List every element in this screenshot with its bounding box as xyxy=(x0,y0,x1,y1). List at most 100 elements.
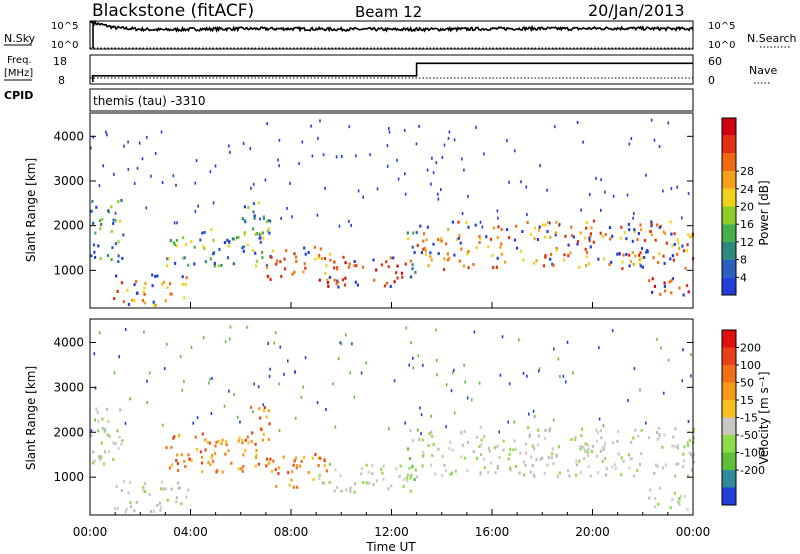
vel-echo-cell xyxy=(200,461,204,465)
power-echo-cell xyxy=(585,226,588,230)
power-echo-cell xyxy=(458,259,461,263)
vel-echo-cell xyxy=(148,493,151,496)
vel-echo-cell xyxy=(349,486,352,490)
vel-echo-cell xyxy=(509,466,512,470)
vel-echo-cell xyxy=(158,501,162,505)
vel-echo-cell xyxy=(487,446,491,450)
vel-echo-cell xyxy=(292,485,295,489)
vel-scatter-cell xyxy=(294,370,296,374)
vel-scatter-cell xyxy=(98,331,101,335)
colorbar-tick-label: -15 xyxy=(740,412,758,425)
vel-echo-cell xyxy=(586,443,589,447)
vel-echo-cell xyxy=(475,435,478,439)
power-echo-cell xyxy=(323,257,327,260)
y-tick-label: 2000 xyxy=(53,425,84,439)
power-echo-cell xyxy=(651,290,654,294)
vel-scatter-cell xyxy=(419,406,421,410)
power-echo-cell xyxy=(232,262,235,266)
power-echo-cell xyxy=(670,232,673,236)
vel-echo-cell xyxy=(175,500,178,504)
vel-echo-cell xyxy=(207,460,210,464)
power-echo-cell xyxy=(506,228,509,232)
vel-echo-cell xyxy=(149,510,153,513)
vel-echo-cell xyxy=(543,436,547,440)
vel-echo-cell xyxy=(604,441,607,445)
cpid-panel xyxy=(89,88,694,112)
power-echo-cell xyxy=(184,283,187,286)
power-colorbar: 4 8 12 16 20 24 28 xyxy=(721,117,754,296)
power-scatter-cell xyxy=(317,136,319,140)
vel-echo-cell xyxy=(101,417,104,421)
power-scatter-cell xyxy=(386,164,389,168)
power-echo-cell xyxy=(411,267,414,271)
vel-echo-cell xyxy=(678,497,681,500)
power-echo-cell xyxy=(641,247,644,250)
power-scatter-cell xyxy=(600,178,602,182)
y-tick-label: 4000 xyxy=(53,335,84,349)
power-echo-cell xyxy=(521,230,524,233)
vel-echo-cell xyxy=(242,453,245,457)
vel-echo-cell xyxy=(581,445,584,449)
vel-echo-cell xyxy=(104,450,107,454)
power-echo-cell xyxy=(183,296,186,300)
vel-scatter-cell xyxy=(660,346,662,350)
vel-scatter-cell xyxy=(464,380,466,384)
power-scatter-cell xyxy=(145,206,148,210)
vel-echo-cell xyxy=(689,439,692,442)
power-echo-cell xyxy=(326,281,330,285)
vel-echo-cell xyxy=(543,472,546,475)
power-echo-cell xyxy=(293,252,296,256)
vel-scatter-cell xyxy=(552,418,555,422)
power-echo-cell xyxy=(686,284,689,288)
power-scatter-cell xyxy=(437,192,439,196)
vel-echo-cell xyxy=(664,463,667,467)
vel-echo-cell xyxy=(323,481,326,485)
vel-echo-cell xyxy=(496,444,499,448)
power-echo-cell xyxy=(602,257,605,261)
power-echo-cell xyxy=(333,260,336,264)
vel-echo-cell xyxy=(692,452,695,456)
vel-scatter-cell xyxy=(229,325,232,329)
power-scatter-cell xyxy=(229,150,231,154)
power-scatter-cell xyxy=(475,125,477,129)
power-echo-cell xyxy=(447,227,450,231)
vel-scatter-cell xyxy=(129,397,131,401)
power-echo-cell xyxy=(670,291,673,295)
power-echo-cell xyxy=(671,277,675,281)
vel-echo-cell xyxy=(539,457,542,461)
vel-echo-cell xyxy=(460,430,463,434)
vel-scatter-cell xyxy=(566,340,569,344)
power-echo-cell xyxy=(632,262,635,266)
power-echo-cell xyxy=(669,220,672,224)
power-echo-cell xyxy=(266,274,269,278)
vel-echo-cell xyxy=(483,435,486,439)
power-scatter-cell xyxy=(687,191,690,195)
vel-echo-cell xyxy=(172,436,175,440)
vel-echo-cell xyxy=(411,439,414,443)
power-echo-cell xyxy=(584,236,587,240)
vel-echo-cell xyxy=(258,407,261,411)
power-scatter-cell xyxy=(357,189,360,193)
power-echo-cell xyxy=(209,257,212,261)
power-scatter-cell xyxy=(127,167,130,171)
power-echo-cell xyxy=(629,260,633,264)
power-echo-cell xyxy=(652,256,655,260)
power-echo-cell xyxy=(353,264,356,268)
vel-echo-cell xyxy=(601,446,604,450)
vel-echo-cell xyxy=(208,441,211,445)
vel-echo-cell xyxy=(657,426,661,430)
vel-echo-cell xyxy=(254,464,257,468)
vel-echo-cell xyxy=(390,484,393,488)
vel-echo-cell xyxy=(421,464,424,468)
power-echo-cell xyxy=(569,251,572,255)
vel-scatter-cell xyxy=(420,413,423,417)
vel-scatter-cell xyxy=(278,382,280,386)
power-scatter-cell xyxy=(141,157,144,161)
vel-scatter-cell xyxy=(287,359,289,363)
vel-echo-cell xyxy=(294,456,297,460)
vel-echo-cell xyxy=(213,452,217,456)
vel-echo-cell xyxy=(596,431,599,435)
power-scatter-cell xyxy=(404,172,406,176)
power-scatter-cell xyxy=(252,182,255,186)
vel-scatter-cell xyxy=(417,354,420,358)
